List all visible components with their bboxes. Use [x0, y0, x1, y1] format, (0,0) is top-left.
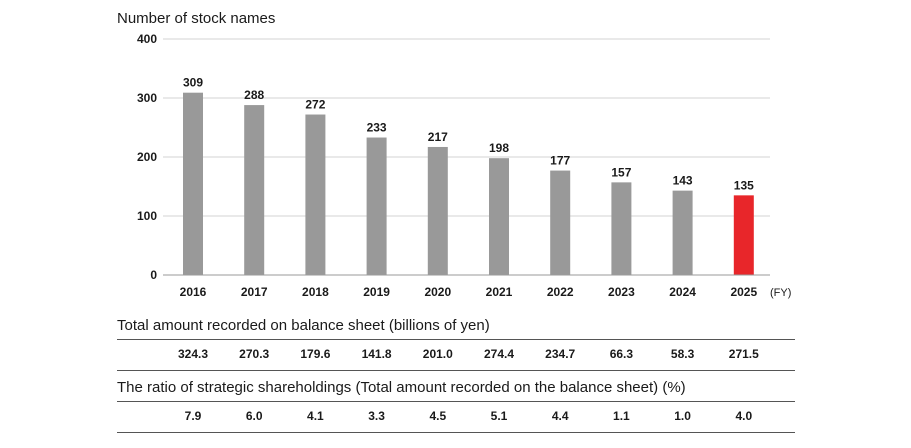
- data-label: 217: [428, 130, 448, 144]
- bar: [183, 92, 203, 275]
- x-tick-label: 2021: [486, 285, 513, 299]
- balance-sheet-value: 66.3: [609, 347, 634, 361]
- balance-sheet-value: 274.4: [483, 347, 515, 361]
- balance-sheet-value: 234.7: [545, 347, 576, 361]
- x-tick-label: 2019: [363, 285, 390, 299]
- ratio-row: 7.9 6.0 4.1 3.3 4.5 5.1 4.4 1.1 1.0 4.0: [117, 401, 795, 433]
- bar: [244, 105, 265, 275]
- ratio-value: 7.9: [184, 409, 202, 423]
- bar: [305, 114, 326, 276]
- y-axis-label: Number of stock names: [117, 10, 276, 27]
- ratio-value: 3.3: [368, 409, 385, 423]
- y-tick-label: 200: [137, 150, 157, 164]
- ratio-value: 4.1: [307, 409, 324, 423]
- balance-sheet-value: 58.3: [670, 347, 695, 361]
- ratio-value: 6.0: [245, 409, 263, 423]
- balance-sheet-value: 141.8: [361, 347, 392, 361]
- data-label: 272: [305, 98, 325, 112]
- y-tick-label: 300: [137, 91, 157, 105]
- data-label: 198: [489, 141, 509, 155]
- bar: [427, 146, 448, 275]
- data-label: 143: [673, 174, 693, 188]
- data-label: 288: [244, 88, 264, 102]
- bar: [550, 170, 571, 275]
- bar: [611, 182, 632, 275]
- ratio-value: 5.1: [490, 409, 508, 423]
- bar: [733, 195, 754, 275]
- balance-sheet-value: 271.5: [728, 347, 759, 361]
- ratio-value: 1.1: [613, 409, 630, 423]
- data-label: 157: [611, 165, 631, 179]
- y-tick-label: 0: [150, 268, 157, 282]
- x-tick-label: 2025: [730, 285, 757, 299]
- x-tick-label: 2018: [302, 285, 329, 299]
- balance-sheet-value: 324.3: [177, 347, 209, 361]
- balance-sheet-value: 201.0: [422, 347, 453, 361]
- balance-sheet-title: Total amount recorded on balance sheet (…: [117, 317, 490, 334]
- ratio-value: 4.4: [551, 409, 569, 423]
- bar: [489, 158, 509, 275]
- balance-sheet-value: 179.6: [300, 347, 331, 361]
- x-tick-label: 2016: [180, 285, 207, 299]
- ratio-value: 4.0: [735, 409, 753, 423]
- ratio-value: 4.5: [429, 409, 447, 423]
- data-label: 177: [550, 154, 570, 168]
- y-tick-label: 100: [137, 209, 157, 223]
- x-tick-label: 2023: [608, 285, 635, 299]
- x-tick-label: 2020: [424, 285, 451, 299]
- balance-sheet-value: 270.3: [239, 347, 270, 361]
- ratio-title: The ratio of strategic shareholdings (To…: [117, 379, 686, 396]
- balance-sheet-row: 324.3 270.3 179.6 141.8 201.0 274.4 234.7 66.3 5…: [117, 339, 795, 371]
- x-axis-unit: (FY): [770, 287, 791, 299]
- y-tick-label: 400: [137, 32, 157, 46]
- bar: [672, 190, 693, 275]
- data-label: 309: [183, 76, 203, 90]
- x-tick-label: 2017: [241, 285, 268, 299]
- bar: [366, 137, 387, 275]
- x-tick-label: 2022: [547, 285, 574, 299]
- bar-chart: 0 100 200 300 400 309 2016 288 2017 272 2018 233 201…: [137, 32, 791, 299]
- data-label: 135: [734, 178, 754, 192]
- x-tick-label: 2024: [669, 285, 696, 299]
- data-label: 233: [367, 121, 387, 135]
- ratio-value: 1.0: [674, 409, 691, 423]
